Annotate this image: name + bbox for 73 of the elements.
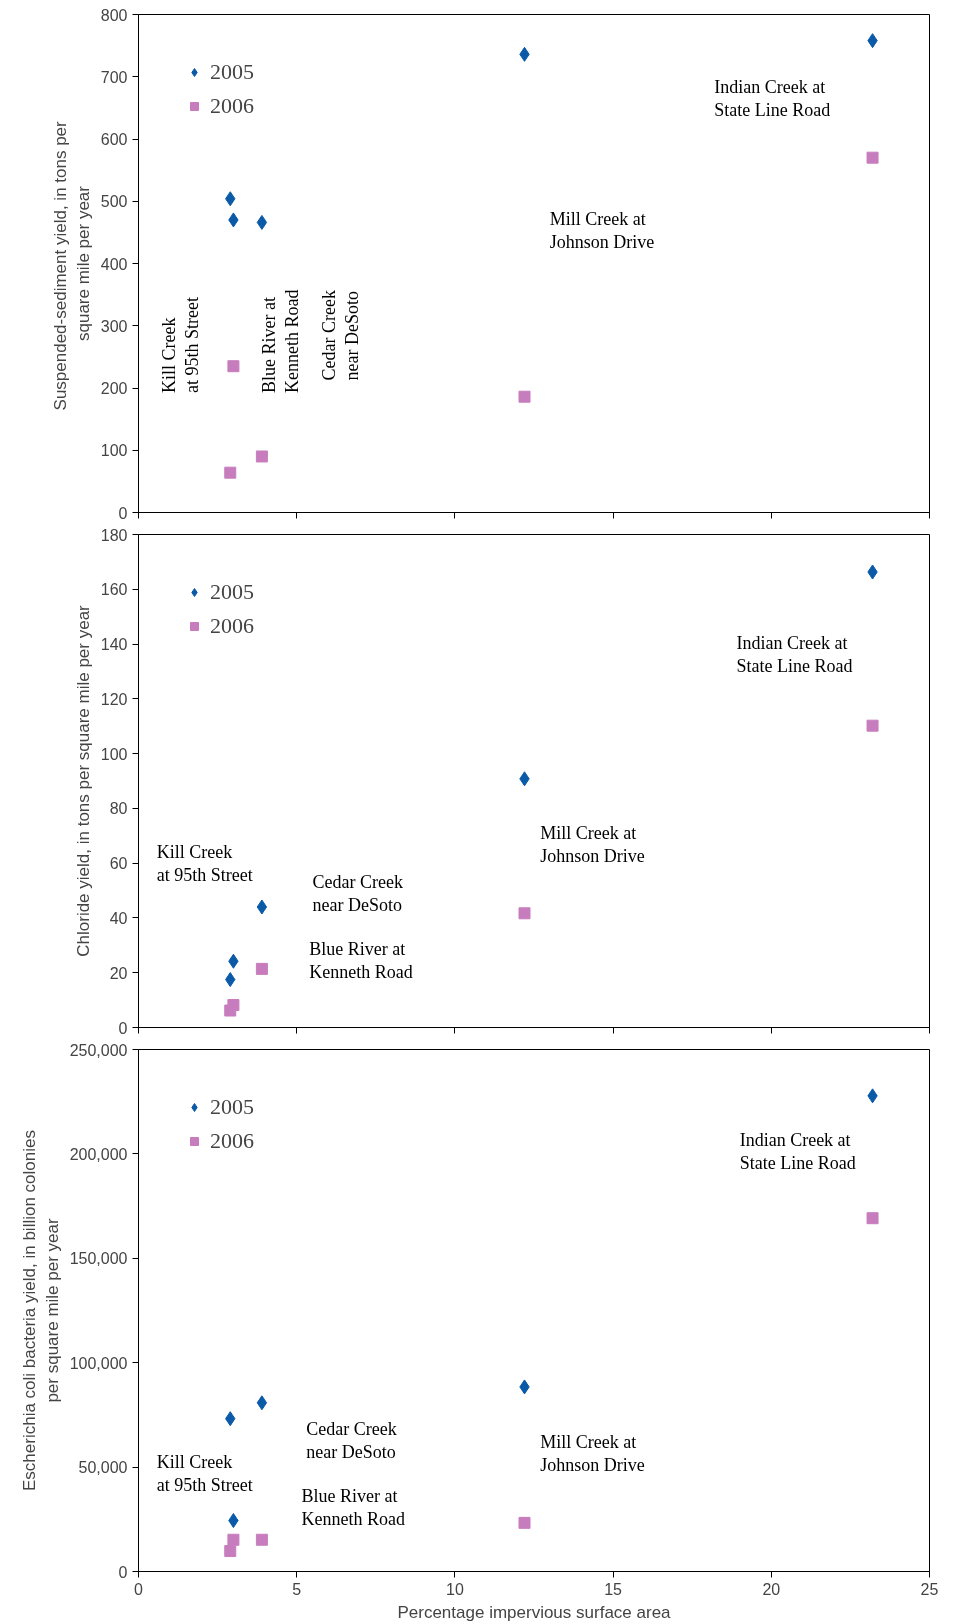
y-tick-label: 800	[100, 6, 128, 24]
y-tick-label: 60	[109, 855, 128, 873]
y-tick-label: 700	[100, 68, 128, 86]
y-tick-label: 600	[100, 131, 128, 148]
y-tick-label: 150,000	[69, 1250, 128, 1268]
y-axis-title: Suspended-sediment yield, in tons per square mile per year	[51, 120, 93, 411]
y-tick-label: 40	[109, 909, 128, 927]
x-tick-label: 5	[292, 1580, 302, 1598]
legend-label: 2006	[210, 1128, 254, 1154]
legend-label: 2006	[210, 613, 254, 639]
annotation: Cedar Creek near DeSoto	[306, 1418, 397, 1462]
y-tick-label: 180	[100, 526, 128, 544]
point	[256, 1395, 268, 1411]
point	[518, 390, 531, 403]
y-tick-label: 160	[100, 581, 128, 599]
y-axis-title: Escherichia coli bacteria yield, in billion colonies per square mile per year	[19, 1130, 62, 1491]
x-tick-label: 20	[762, 1580, 781, 1598]
y-tick-label: 50,000	[78, 1459, 128, 1477]
y-tick-label: 80	[109, 800, 128, 818]
x-tick-label: 25	[920, 1580, 939, 1598]
annotation: Indian Creek at State Line Road	[714, 76, 831, 120]
y-tick-label: 200,000	[69, 1145, 128, 1163]
point	[227, 1533, 240, 1546]
x-tick-label: 10	[446, 1580, 464, 1598]
point	[224, 466, 237, 479]
annotation: Mill Creek at Johnson Drive	[540, 1432, 645, 1476]
point	[866, 151, 879, 164]
legend-label: 2005	[210, 579, 254, 605]
point	[256, 899, 268, 915]
y-tick-label: 0	[118, 1563, 128, 1581]
legend-label: 2006	[210, 93, 254, 119]
point	[227, 999, 240, 1012]
annotation: Mill Creek at Johnson Drive	[549, 208, 655, 252]
point	[227, 360, 240, 373]
point	[518, 907, 531, 920]
legend-label: 2005	[210, 1094, 254, 1120]
y-tick-label: 100	[100, 442, 128, 460]
annotation: Cedar Creek near DeSoto	[318, 290, 362, 381]
annotation: Cedar Creek near DeSoto	[312, 871, 403, 915]
x-tick-label: 0	[134, 1580, 144, 1598]
annotation: Kill Creek at 95th Street	[156, 1452, 253, 1496]
y-tick-label: 140	[100, 636, 128, 654]
point	[224, 1545, 237, 1558]
point	[866, 1212, 879, 1225]
legend-label: 2005	[210, 59, 254, 85]
annotation: Kill Creek at 95th Street	[156, 841, 253, 885]
y-tick-label: 0	[118, 1019, 128, 1037]
annotation: Indian Creek at State Line Road	[736, 633, 853, 677]
point	[255, 450, 268, 463]
y-tick-label: 500	[100, 193, 128, 211]
y-axis-title: Chloride yield, in tons per square mile per year	[73, 604, 93, 957]
y-tick-label: 100,000	[69, 1354, 128, 1372]
point	[256, 214, 268, 230]
point	[255, 1533, 268, 1546]
x-axis-title: Percentage impervious surface area	[397, 1602, 672, 1622]
annotation: Blue River at Kenneth Road	[309, 938, 413, 982]
y-tick-label: 400	[100, 255, 128, 273]
point	[518, 1516, 531, 1529]
point	[866, 719, 879, 732]
point	[255, 962, 268, 975]
annotation: Mill Creek at Johnson Drive	[540, 822, 645, 866]
annotation: Indian Creek at State Line Road	[739, 1129, 856, 1173]
annotation: Kill Creek at 95th Street	[159, 297, 203, 393]
y-tick-label: 250,000	[69, 1041, 128, 1059]
annotation: Blue River at Kenneth Road	[258, 289, 302, 393]
y-tick-label: 100	[100, 745, 128, 763]
y-tick-label: 0	[118, 504, 128, 522]
x-tick-label: 15	[604, 1580, 623, 1598]
annotation: Blue River at Kenneth Road	[301, 1486, 405, 1530]
y-tick-label: 300	[100, 317, 128, 335]
y-tick-label: 200	[100, 380, 128, 397]
y-tick-label: 120	[100, 690, 128, 708]
y-tick-label: 20	[109, 964, 128, 982]
